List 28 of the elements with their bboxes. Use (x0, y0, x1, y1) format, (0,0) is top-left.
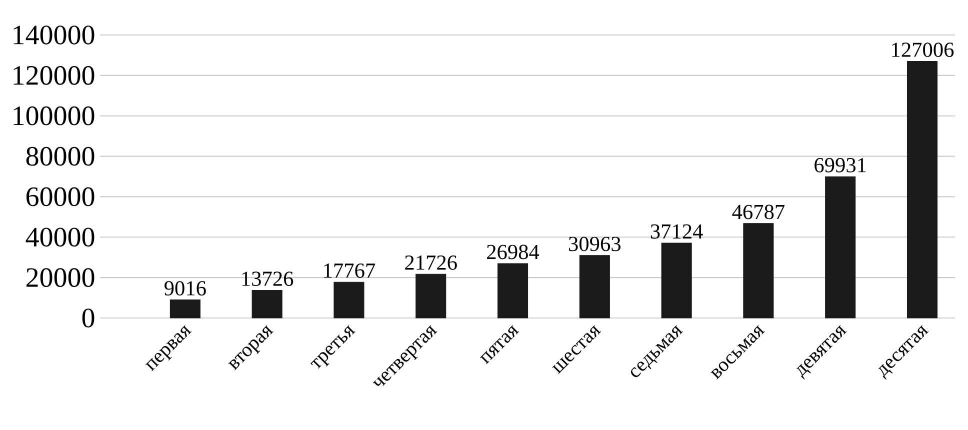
bar (579, 255, 610, 318)
data-label: 127006 (892, 42, 954, 58)
y-tick-label: 140000 (14, 26, 94, 44)
data-label: 17767 (324, 264, 376, 278)
bar (825, 176, 856, 318)
data-label: 30963 (569, 236, 620, 252)
bar (906, 61, 938, 318)
data-label: 46787 (732, 204, 785, 220)
data-label: 26984 (487, 244, 540, 260)
bar (497, 263, 528, 318)
y-tick-label: 20000 (26, 268, 94, 288)
data-label: 69931 (814, 158, 866, 172)
y-tick-label: 60000 (26, 187, 94, 206)
bar (743, 223, 774, 318)
y-tick-label: 100000 (14, 106, 94, 126)
data-label: 37124 (650, 224, 703, 239)
bar (334, 282, 364, 318)
data-label: 21726 (405, 255, 457, 270)
data-label: 9016 (164, 281, 206, 296)
y-tick-label: 80000 (26, 146, 94, 166)
bar (252, 290, 282, 318)
bar (661, 242, 692, 318)
y-tick-label: 120000 (14, 66, 94, 85)
y-tick-label: 0 (82, 308, 94, 328)
bar (170, 300, 200, 318)
data-label: 13726 (242, 272, 294, 286)
y-tick-label: 40000 (26, 228, 94, 247)
bar (416, 274, 446, 318)
